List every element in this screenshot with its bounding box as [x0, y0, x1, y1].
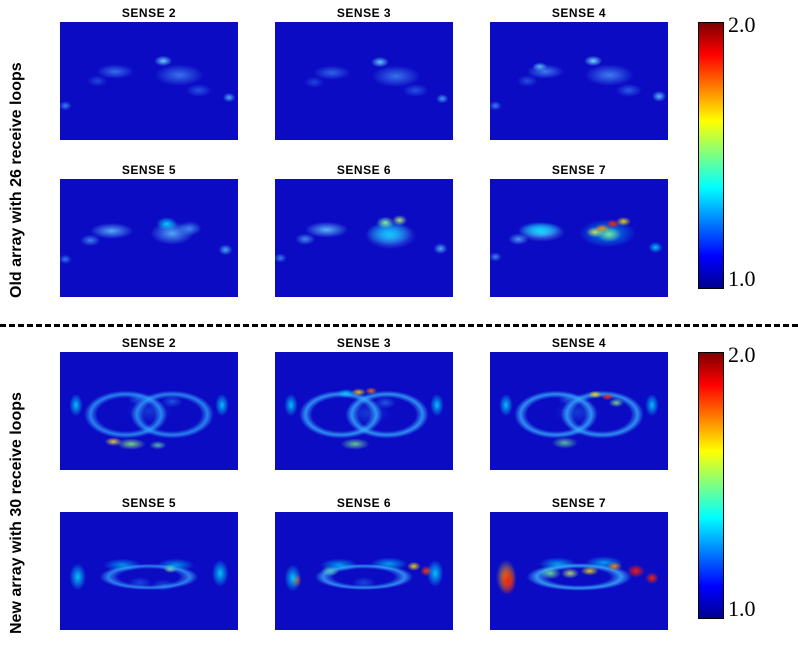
gfactor-heatmap-old-sense7 [490, 179, 668, 297]
panel-title: SENSE 6 [336, 496, 392, 510]
panel-new-sense3: SENSE 3 [275, 336, 453, 470]
panel-old-sense2: SENSE 2 [60, 6, 238, 140]
panel-title: SENSE 3 [336, 6, 392, 20]
side-label-new-array: New array with 30 receive loops [8, 392, 25, 634]
colorbar-max-label: 2.0 [728, 342, 756, 367]
panel-old-sense6: SENSE 6 [275, 163, 453, 297]
panel-new-sense6: SENSE 6 [275, 496, 453, 630]
panel-new-sense7: SENSE 7 [490, 496, 668, 630]
panel-old-sense4: SENSE 4 [490, 6, 668, 140]
gfactor-heatmap-old-sense2 [60, 22, 238, 140]
gfactor-heatmap-new-sense4 [490, 352, 668, 470]
panel-title: SENSE 7 [551, 163, 607, 177]
side-label-old-array: Old array with 26 receive loops [8, 62, 25, 298]
panel-old-sense7: SENSE 7 [490, 163, 668, 297]
gfactor-heatmap-old-sense3 [275, 22, 453, 140]
panel-title: SENSE 4 [551, 6, 607, 20]
panel-title: SENSE 2 [121, 336, 177, 350]
gfactor-heatmap-new-sense5 [60, 512, 238, 630]
gfactor-heatmap-old-sense4 [490, 22, 668, 140]
colorbar-min-label: 1.0 [728, 596, 756, 621]
panel-title: SENSE 7 [551, 496, 607, 510]
colorbar-max-label: 2.0 [728, 12, 756, 37]
panel-title: SENSE 3 [336, 336, 392, 350]
panel-title: SENSE 4 [551, 336, 607, 350]
panel-title: SENSE 6 [336, 163, 392, 177]
panel-title: SENSE 5 [121, 496, 177, 510]
colorbar-new-array [698, 352, 724, 619]
gfactor-heatmap-new-sense7 [490, 512, 668, 630]
section-divider [0, 324, 798, 327]
panel-title: SENSE 2 [121, 6, 177, 20]
panel-old-sense5: SENSE 5 [60, 163, 238, 297]
gfactor-heatmap-old-sense5 [60, 179, 238, 297]
panel-old-sense3: SENSE 3 [275, 6, 453, 140]
colorbar-old-array [698, 22, 724, 289]
gfactor-heatmap-old-sense6 [275, 179, 453, 297]
colorbar-min-label: 1.0 [728, 266, 756, 291]
panel-title: SENSE 5 [121, 163, 177, 177]
panel-new-sense5: SENSE 5 [60, 496, 238, 630]
gfactor-heatmap-new-sense6 [275, 512, 453, 630]
panel-new-sense2: SENSE 2 [60, 336, 238, 470]
gfactor-heatmap-new-sense3 [275, 352, 453, 470]
panel-new-sense4: SENSE 4 [490, 336, 668, 470]
gfactor-heatmap-new-sense2 [60, 352, 238, 470]
